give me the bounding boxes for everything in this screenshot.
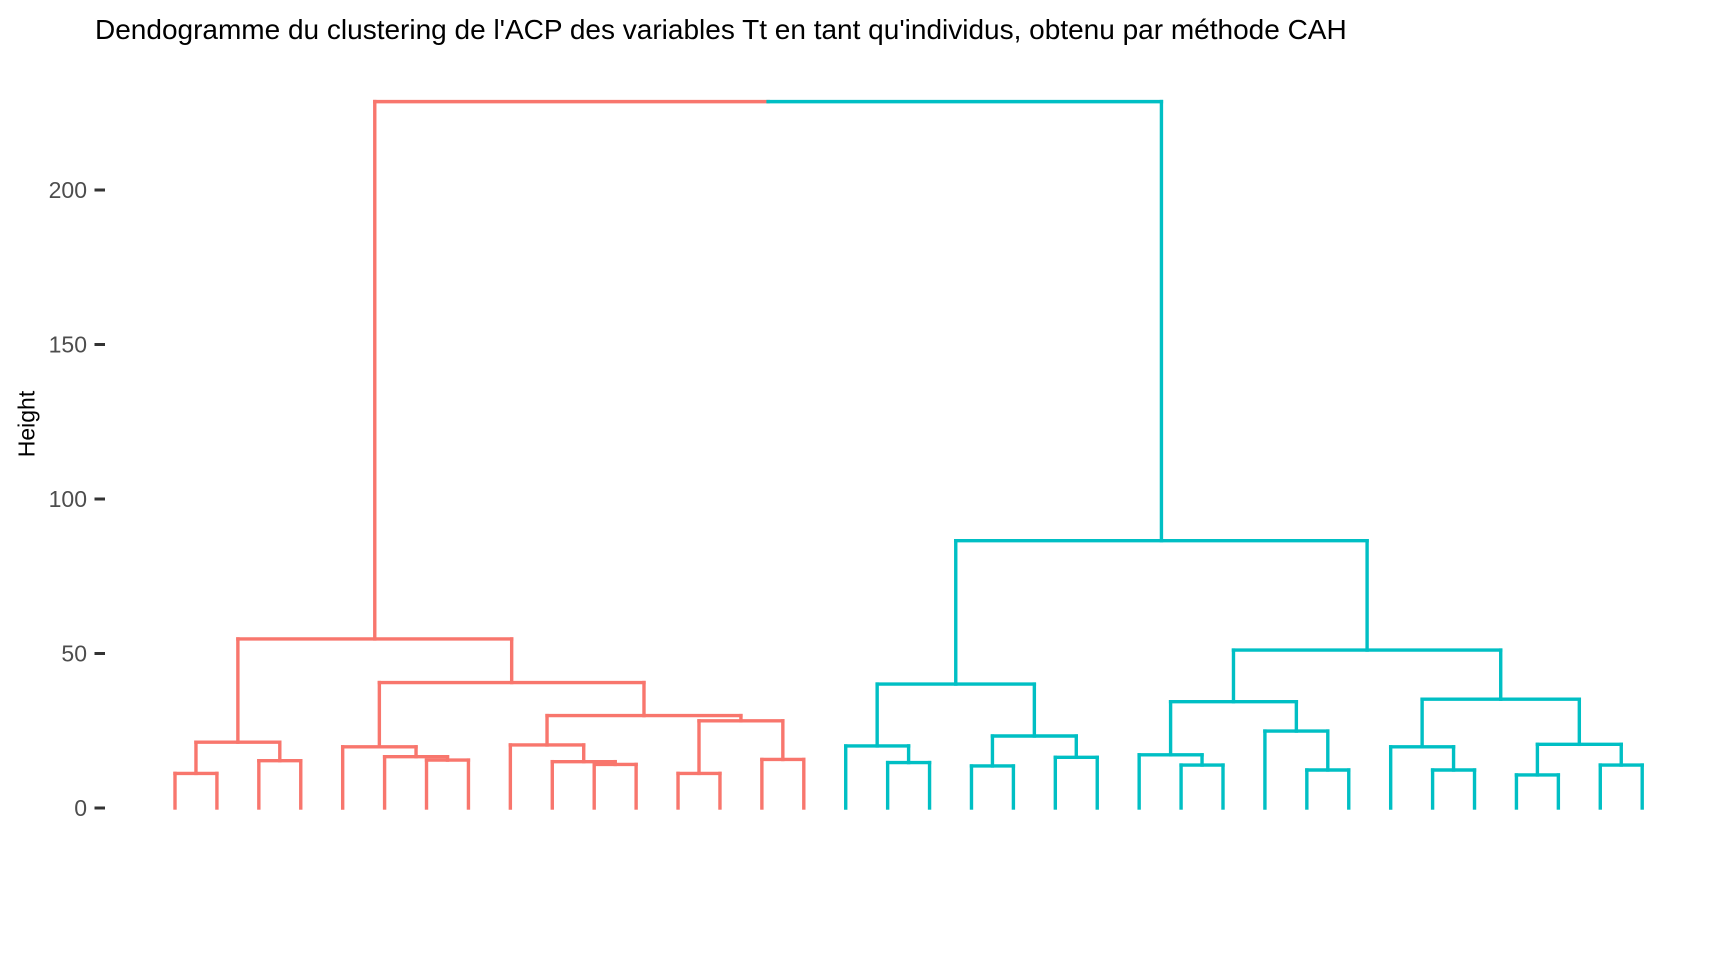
y-tick-label: 100: [49, 486, 87, 512]
cluster-2-branches: [766, 99, 1644, 810]
y-tick-label: 150: [49, 332, 87, 358]
chart-title: Dendogramme du clustering de l'ACP des v…: [95, 14, 1347, 45]
y-axis: 0 50 100 150 200: [49, 177, 105, 821]
y-tick-label: 50: [61, 641, 87, 667]
y-tick-label: 0: [74, 795, 87, 821]
y-tick-label: 200: [49, 177, 87, 203]
cluster-1-branches: [173, 99, 806, 810]
